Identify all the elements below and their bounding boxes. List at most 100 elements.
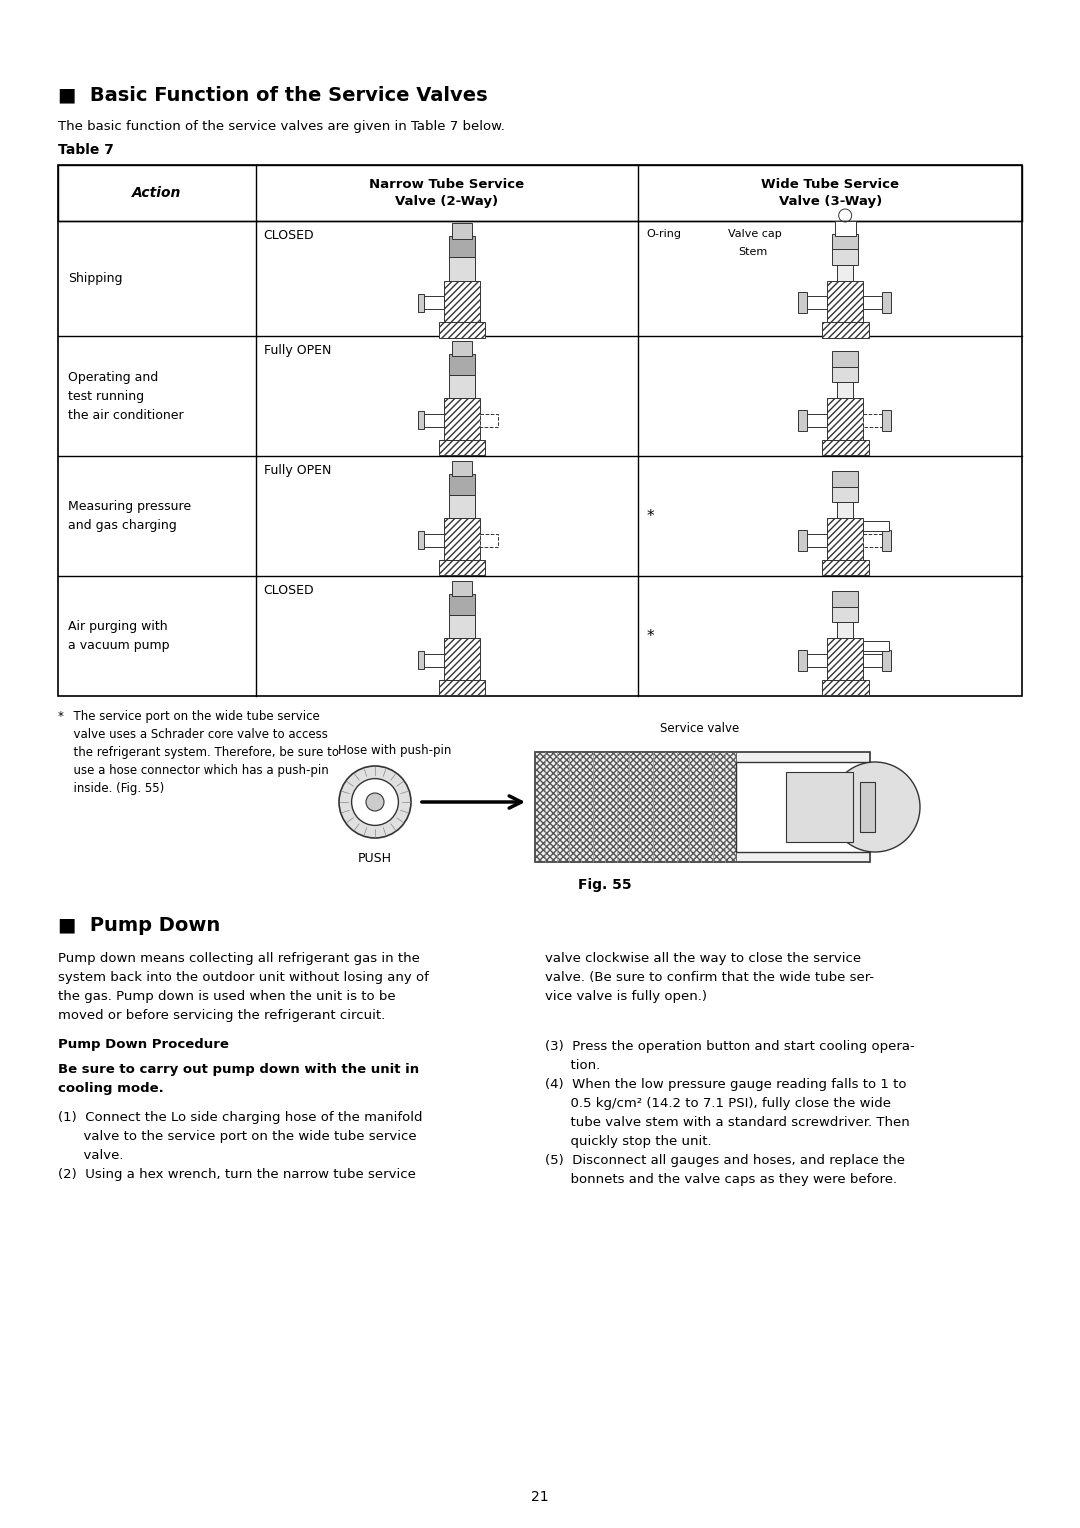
Text: the gas. Pump down is used when the unit is to be: the gas. Pump down is used when the unit…: [58, 990, 395, 1002]
Bar: [798, 410, 808, 431]
Bar: [881, 292, 891, 313]
Bar: [444, 639, 481, 680]
Bar: [822, 559, 868, 575]
Bar: [863, 533, 881, 547]
Bar: [833, 367, 859, 382]
Bar: [822, 680, 868, 695]
Text: 0.5 kg/cm² (14.2 to 7.1 PSI), fully close the wide: 0.5 kg/cm² (14.2 to 7.1 PSI), fully clos…: [545, 1097, 891, 1109]
Text: Table 7: Table 7: [58, 144, 113, 157]
Text: ■  Pump Down: ■ Pump Down: [58, 915, 220, 935]
Bar: [863, 654, 881, 666]
Bar: [833, 607, 859, 622]
Text: The basic function of the service valves are given in Table 7 below.: The basic function of the service valves…: [58, 121, 504, 133]
Bar: [449, 237, 475, 257]
Text: vice valve is fully open.): vice valve is fully open.): [545, 990, 707, 1002]
Text: cooling mode.: cooling mode.: [58, 1082, 164, 1096]
Text: Fig. 55: Fig. 55: [578, 879, 632, 892]
Bar: [860, 782, 875, 833]
Text: O-ring: O-ring: [646, 229, 681, 238]
Text: quickly stop the unit.: quickly stop the unit.: [545, 1135, 712, 1148]
Bar: [438, 322, 485, 338]
Bar: [881, 530, 891, 550]
Text: Pump down means collecting all refrigerant gas in the: Pump down means collecting all refrigera…: [58, 952, 420, 966]
Bar: [833, 249, 859, 264]
Text: PUSH: PUSH: [357, 853, 392, 865]
Text: valve to the service port on the wide tube service: valve to the service port on the wide tu…: [58, 1131, 417, 1143]
Text: Fully OPEN: Fully OPEN: [264, 344, 330, 358]
Text: *: *: [58, 711, 64, 723]
Bar: [798, 292, 808, 313]
Bar: [58, 165, 1022, 222]
Text: *: *: [646, 509, 654, 524]
Bar: [863, 296, 881, 309]
Circle shape: [339, 766, 411, 837]
Circle shape: [366, 793, 384, 811]
Bar: [837, 264, 853, 281]
Bar: [58, 165, 1022, 695]
Text: Measuring pressure
and gas charging: Measuring pressure and gas charging: [68, 500, 191, 532]
Bar: [798, 530, 808, 550]
Text: Fully OPEN: Fully OPEN: [264, 465, 330, 477]
Bar: [798, 649, 808, 671]
Bar: [423, 533, 444, 547]
Bar: [481, 533, 498, 547]
Bar: [863, 640, 889, 651]
Bar: [786, 772, 853, 842]
Bar: [833, 487, 859, 503]
Text: (5)  Disconnect all gauges and hoses, and replace the: (5) Disconnect all gauges and hoses, and…: [545, 1154, 905, 1167]
Bar: [827, 639, 863, 680]
Text: Service valve: Service valve: [660, 723, 739, 735]
Bar: [451, 581, 472, 596]
Text: bonnets and the valve caps as they were before.: bonnets and the valve caps as they were …: [545, 1174, 897, 1186]
Text: Operating and
test running
the air conditioner: Operating and test running the air condi…: [68, 370, 184, 422]
Text: The service port on the wide tube service
  valve uses a Schrader core valve to : The service port on the wide tube servic…: [66, 711, 339, 795]
Bar: [438, 680, 485, 695]
Text: CLOSED: CLOSED: [264, 229, 314, 241]
Bar: [438, 559, 485, 575]
Bar: [822, 322, 868, 338]
Text: system back into the outdoor unit without losing any of: system back into the outdoor unit withou…: [58, 970, 429, 984]
Bar: [837, 382, 853, 397]
Circle shape: [352, 779, 399, 825]
Bar: [833, 351, 859, 367]
Bar: [827, 281, 863, 322]
Bar: [451, 461, 472, 477]
Bar: [418, 532, 424, 549]
Bar: [806, 533, 827, 547]
Bar: [449, 354, 475, 374]
Bar: [449, 594, 475, 614]
Bar: [735, 762, 870, 853]
Bar: [806, 414, 827, 426]
Bar: [418, 651, 424, 669]
Bar: [827, 518, 863, 559]
Text: Air purging with
a vacuum pump: Air purging with a vacuum pump: [68, 620, 170, 652]
Bar: [481, 414, 498, 426]
Bar: [535, 752, 735, 862]
Bar: [863, 414, 881, 426]
Bar: [418, 293, 424, 312]
Text: ■  Basic Function of the Service Valves: ■ Basic Function of the Service Valves: [58, 86, 488, 104]
Bar: [444, 281, 481, 322]
Text: (2)  Using a hex wrench, turn the narrow tube service: (2) Using a hex wrench, turn the narrow …: [58, 1167, 416, 1181]
Bar: [837, 503, 853, 518]
Text: CLOSED: CLOSED: [264, 584, 314, 597]
Bar: [418, 411, 424, 429]
Text: Pump Down Procedure: Pump Down Procedure: [58, 1038, 229, 1051]
Text: Stem: Stem: [739, 248, 768, 257]
Text: Shipping: Shipping: [68, 272, 122, 286]
Text: Valve cap: Valve cap: [728, 229, 782, 238]
Text: *: *: [646, 628, 654, 643]
Text: valve clockwise all the way to close the service: valve clockwise all the way to close the…: [545, 952, 861, 966]
Text: 21: 21: [531, 1490, 549, 1504]
FancyBboxPatch shape: [449, 495, 475, 518]
FancyArrowPatch shape: [422, 796, 522, 808]
Bar: [444, 518, 481, 559]
Bar: [806, 654, 827, 666]
Text: valve.: valve.: [58, 1149, 123, 1161]
Bar: [806, 296, 827, 309]
Text: (3)  Press the operation button and start cooling opera-: (3) Press the operation button and start…: [545, 1041, 915, 1053]
Text: (1)  Connect the Lo side charging hose of the manifold: (1) Connect the Lo side charging hose of…: [58, 1111, 422, 1125]
Text: Hose with push-pin: Hose with push-pin: [338, 744, 451, 756]
Text: Wide Tube Service
Valve (3-Way): Wide Tube Service Valve (3-Way): [761, 177, 900, 208]
Bar: [535, 752, 870, 862]
